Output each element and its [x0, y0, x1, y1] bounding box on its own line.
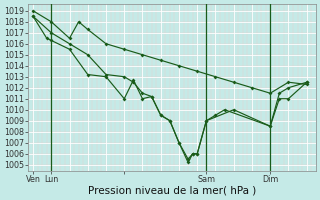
X-axis label: Pression niveau de la mer( hPa ): Pression niveau de la mer( hPa ) [88, 186, 256, 196]
